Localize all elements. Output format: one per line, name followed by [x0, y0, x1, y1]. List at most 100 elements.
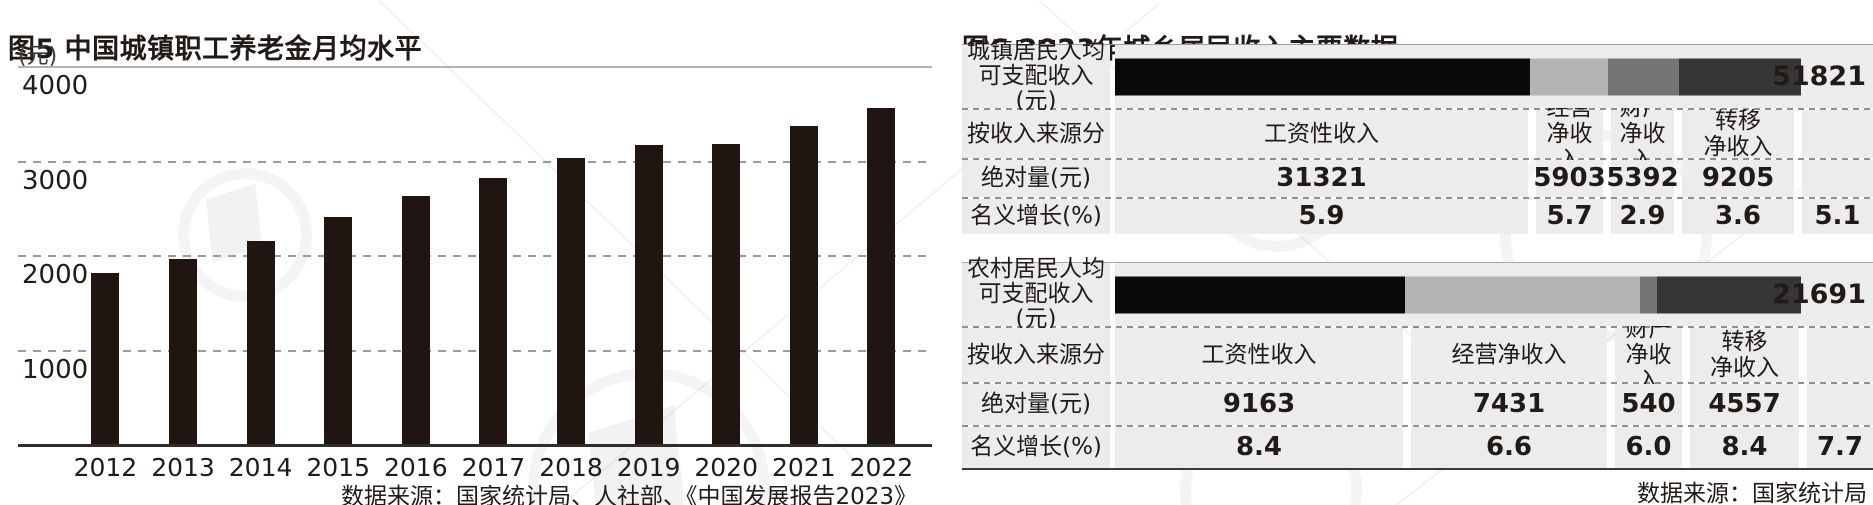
dashed-separator: [962, 196, 1873, 199]
column-header: 经营净收入: [1536, 95, 1603, 173]
dashed-separator: [962, 108, 1873, 110]
gridline-3000: [18, 160, 932, 163]
bar-2012: [91, 272, 120, 444]
x-axis-tick-label: 2019: [616, 453, 681, 482]
column-header: 工资性收入: [1115, 110, 1528, 158]
bar-segment-1: [1529, 58, 1608, 95]
growth-value-cell: 3.6: [1682, 198, 1794, 234]
bar-2021: [789, 126, 818, 444]
bar-segment-3: [1679, 58, 1801, 95]
bar-segment-3: [1656, 276, 1801, 313]
x-axis-tick-label: 2021: [771, 453, 836, 482]
row-label: 名义增长(%): [962, 426, 1110, 468]
disposable-income-bar-row: 城镇居民人均 可支配收入(元) 51821: [962, 39, 1873, 114]
x-axis-tick-label: 2013: [151, 453, 215, 482]
column-header-text: 转移 净收入: [1710, 329, 1779, 381]
column-header: 经营净收入: [1411, 328, 1607, 382]
bar-2017: [479, 177, 508, 444]
row-label: 名义增长(%): [962, 198, 1110, 234]
x-axis-tick-label: 2022: [849, 453, 914, 482]
nominal-growth-row: 名义增长(%) 8.4 6.6 6.0 8.4 7.7: [962, 426, 1873, 468]
absolute-value-cell: 9163: [1115, 384, 1403, 425]
column-header-text: 经营净收入: [1452, 342, 1567, 368]
bar-2016: [401, 196, 430, 444]
bar-2014: [246, 240, 275, 444]
table-cell: [1802, 110, 1873, 158]
bar-2022: [867, 107, 896, 444]
total-growth-cell: 7.7: [1807, 426, 1873, 468]
row-label-line: 可支配收入(元): [978, 281, 1094, 332]
y-axis-tick-label: 4000: [22, 71, 89, 101]
bar-segment-2: [1607, 58, 1680, 95]
table-cell: [1802, 160, 1873, 197]
x-axis-tick-label: 2015: [306, 453, 370, 482]
column-header: 转移 净收入: [1690, 328, 1799, 382]
absolute-value-row: 绝对量(元) 31321 5903 5392 9205: [962, 160, 1873, 197]
watermark-circle: [178, 168, 312, 302]
dashed-separator: [962, 158, 1873, 160]
gridline-2000: [18, 255, 932, 257]
absolute-value-cell: 7431: [1411, 384, 1607, 425]
row-label-text: 农村居民人均 可支配收入(元): [962, 257, 1110, 332]
growth-value-cell: 6.0: [1615, 426, 1682, 468]
table-cell: [1807, 328, 1873, 382]
stacked-bar: [1115, 58, 1801, 95]
rural-income-block: 农村居民人均 可支配收入(元) 21691 按收入来源分 工资性收入 经营净收入 财产 净收入…: [962, 257, 1873, 470]
column-header-text: 工资性收入: [1264, 121, 1379, 147]
bar-segment-0: [1115, 58, 1530, 95]
absolute-value-cell: 4557: [1690, 384, 1799, 425]
x-axis-tick-label: 2020: [694, 453, 758, 482]
y-axis-tick-label: 1000: [22, 354, 89, 385]
gridline-4000: [18, 66, 932, 68]
total-growth-cell: 5.1: [1802, 198, 1873, 234]
dashed-separator: [962, 424, 1873, 427]
x-axis-tick-label: 2016: [383, 453, 448, 482]
x-axis-tick-label: 2014: [228, 453, 293, 482]
row-label: 城镇居民人均 可支配收入(元): [962, 39, 1110, 114]
bar-2020: [712, 144, 741, 444]
dashed-separator: [962, 382, 1873, 384]
nominal-growth-row: 名义增长(%) 5.9 5.7 2.9 3.6 5.1: [962, 198, 1873, 234]
table-cell: [1807, 384, 1873, 425]
gridline-1000: [18, 349, 932, 352]
column-header-line: 净收入: [1710, 355, 1779, 381]
absolute-value-cell: 5903: [1533, 160, 1606, 197]
bar-2019: [634, 145, 663, 444]
column-header-line: 转移: [1721, 329, 1768, 355]
row-label: 农村居民人均 可支配收入(元): [962, 257, 1110, 332]
stacked-bar: [1115, 276, 1801, 313]
row-label-line: 可支配收入(元): [978, 63, 1094, 114]
stacked-bar-strip: 51821: [1115, 45, 1873, 108]
column-header-line: 转移: [1715, 108, 1761, 134]
column-header: 转移 净收入: [1682, 108, 1794, 160]
column-header-text: 工资性收入: [1202, 342, 1317, 368]
row-label: 绝对量(元): [962, 160, 1110, 197]
column-header-line: 工资性收入: [1201, 342, 1317, 368]
growth-value-cell: 8.4: [1690, 426, 1799, 468]
column-header: 财产净收入: [1615, 316, 1682, 394]
y-axis-unit-label: (元): [18, 44, 58, 69]
growth-value-cell: 5.9: [1115, 198, 1528, 234]
bar-chart-plot-area: 4000 3000 2000 1000 2012 2013 2014 2015 2016 2017…: [18, 66, 932, 482]
growth-value-cell: 6.6: [1411, 426, 1607, 468]
growth-value-cell: 5.7: [1536, 198, 1603, 234]
left-chart-title: 图5 中国城镇职工养老金月均水平: [8, 34, 423, 66]
growth-value-cell: 2.9: [1611, 198, 1674, 234]
bar-segment-1: [1404, 276, 1640, 313]
bar-2013: [169, 258, 197, 444]
column-header-text: 财产净收入: [1615, 316, 1682, 394]
total-income-value: 21691: [1772, 279, 1866, 310]
column-header-text: 转移 净收入: [1704, 108, 1773, 160]
row-label: 按收入来源分: [962, 110, 1110, 158]
column-header-line: 净收入: [1703, 134, 1773, 160]
disposable-income-bar-row: 农村居民人均 可支配收入(元) 21691: [962, 257, 1873, 332]
bar-2018: [557, 157, 585, 444]
x-axis-tick-label: 2012: [73, 453, 138, 482]
x-axis-baseline: [18, 444, 932, 447]
income-source-header-row: 按收入来源分工资性收入经营净收入财产净收入转移净收入: [962, 316, 1873, 394]
x-axis-tick-label: 2017: [461, 453, 526, 482]
